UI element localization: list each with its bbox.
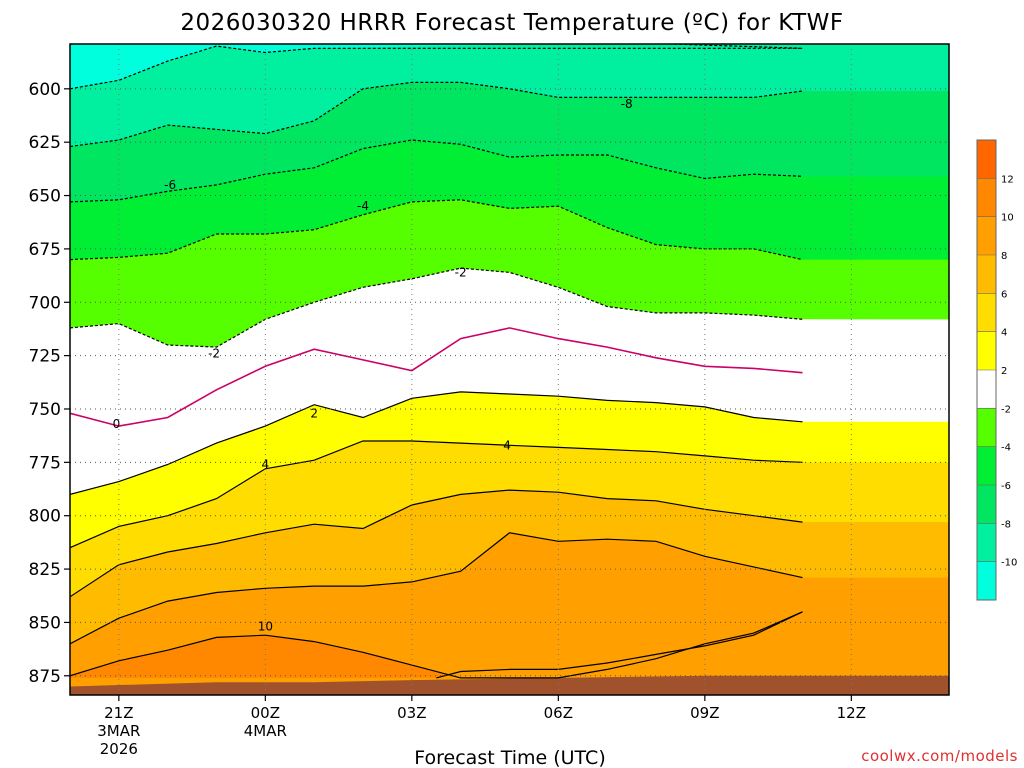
x-tick-sublabel: 4MAR — [244, 722, 287, 740]
contour-line-minus4 — [70, 199, 803, 261]
y-tick-label: 725 — [29, 347, 61, 367]
contour-label: -6 — [164, 178, 176, 192]
contour-line-10 — [70, 611, 803, 679]
colorbar-tick-label: 4 — [1001, 328, 1007, 339]
colorbar-tick-label: 2 — [1001, 366, 1007, 377]
contour-line-4 — [70, 440, 803, 549]
colorbar-swatch — [977, 331, 996, 371]
contour-label: 4 — [262, 457, 270, 471]
colorbar-swatch — [977, 408, 996, 448]
x-tick-sublabel: 3MAR — [97, 722, 140, 740]
x-tick-label: 06Z — [544, 704, 573, 722]
chart-title: 2026030320 HRRR Forecast Temperature (ºC… — [180, 10, 843, 36]
contour-line-minus10 — [70, 44, 803, 90]
y-tick-label: 650 — [29, 187, 61, 207]
colorbar-tick-label: -2 — [1001, 404, 1011, 415]
colorbar-tick-label: 12 — [1001, 174, 1014, 185]
contour-label: -2 — [208, 346, 220, 360]
contour-line-0 — [70, 327, 803, 427]
y-tick-label: 750 — [29, 400, 61, 420]
x-tick-label: 12Z — [837, 704, 866, 722]
x-tick-label: 00Z — [251, 704, 280, 722]
colorbar-tick-label: -6 — [1001, 481, 1011, 492]
credit-text: coolwx.com/models — [861, 747, 1018, 765]
contour-line-2 — [70, 391, 803, 495]
band-warm-layer-8-to-10 — [70, 611, 949, 695]
plot-frame — [69, 43, 950, 696]
contour-line-8 — [70, 532, 803, 645]
plot-content: -8 -6 -4 -2 -2 0 2 4 4 10 — [70, 44, 949, 695]
y-tick-label: 850 — [29, 613, 61, 633]
contour-label: 2 — [310, 406, 318, 420]
contour-label: 4 — [503, 438, 511, 452]
colorbar-tick-label: 8 — [1001, 251, 1007, 262]
x-tick-label: 03Z — [397, 704, 426, 722]
y-tick-label: 800 — [29, 507, 61, 527]
colorbar-swatch — [977, 485, 996, 524]
y-tick-label: 600 — [29, 80, 61, 100]
contour-line-8 — [436, 611, 803, 679]
y-tick-label: 675 — [29, 240, 61, 260]
colorbar-swatch — [977, 523, 996, 563]
y-tick-label: 625 — [29, 133, 61, 153]
contour-line-minus2 — [70, 267, 803, 348]
contour-label: -2 — [455, 265, 467, 279]
x-axis-label: Forecast Time (UTC) — [414, 747, 605, 768]
y-tick-label: 700 — [29, 293, 61, 313]
contour-label: 0 — [113, 417, 121, 431]
colorbar-tick-label: -8 — [1001, 519, 1011, 530]
colorbar-tick-label: -4 — [1001, 443, 1011, 454]
x-tick-label: 21Z — [104, 704, 133, 722]
x-tick-label: 09Z — [690, 704, 719, 722]
contour-line-minus6 — [70, 139, 803, 203]
y-tick-label: 825 — [29, 560, 61, 580]
colorbar-tick-label: 10 — [1001, 213, 1014, 224]
contour-label: 10 — [258, 620, 273, 634]
plot-area: -8 -6 -4 -2 -2 0 2 4 4 10 — [69, 43, 950, 696]
colorbar-swatch — [977, 370, 996, 409]
colorbar-tick-label: -10 — [1001, 558, 1017, 569]
colorbar-swatch — [977, 140, 996, 179]
x-tick-sublabel: 2026 — [100, 740, 138, 758]
contour-line-minus8 — [70, 81, 803, 148]
colorbar-swatch — [977, 561, 996, 601]
colorbar-swatch — [977, 293, 996, 333]
contour-label: -4 — [357, 199, 369, 213]
colorbar-swatch — [977, 216, 996, 256]
colorbar-swatch — [977, 255, 996, 294]
contour-line-6 — [70, 489, 803, 598]
y-tick-label: 875 — [29, 667, 61, 687]
y-axis: 600 625 650 675 700 725 750 775 800 825 850 875 — [29, 80, 70, 687]
colorbar: 12 10 8 6 4 2 -2 -4 -6 -8 -10 — [976, 139, 1017, 601]
colorbar-tick-label: 6 — [1001, 289, 1007, 300]
colorbar-swatch — [977, 178, 996, 218]
ground-terrain — [70, 675, 949, 695]
colorbar-swatch — [977, 446, 996, 486]
y-tick-label: 775 — [29, 453, 61, 473]
contour-label: -8 — [621, 97, 633, 111]
